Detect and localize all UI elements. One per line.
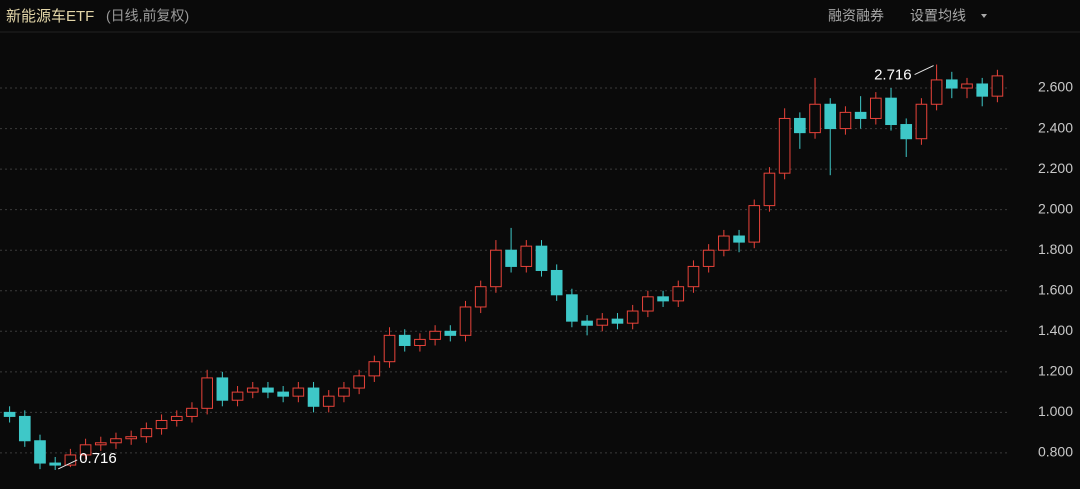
candle-body — [398, 334, 411, 346]
y-tick-label: 2.000 — [1038, 200, 1073, 216]
candle-body — [34, 440, 46, 464]
min-annotation: 0.716 — [79, 450, 117, 467]
dropdown-arrow[interactable] — [981, 14, 987, 18]
y-tick-label: 0.800 — [1038, 444, 1073, 460]
candle-body — [763, 172, 776, 207]
candle-body — [915, 103, 928, 140]
y-tick-label: 2.400 — [1038, 119, 1073, 135]
button[interactable]: 设置均线 — [910, 8, 966, 24]
candle-body — [991, 75, 1004, 97]
candle-body — [642, 296, 654, 312]
candle-body — [566, 294, 578, 322]
candle-body — [338, 387, 350, 397]
candle-body — [809, 103, 821, 134]
candle-body — [626, 310, 639, 324]
candle-body — [900, 124, 913, 140]
candle-body — [550, 269, 563, 296]
candle-body — [490, 249, 502, 288]
candle-body — [110, 438, 122, 444]
candle-body — [3, 411, 16, 417]
candle-body — [368, 361, 381, 377]
button[interactable]: 融资融券 — [828, 8, 884, 24]
candle-body — [824, 103, 837, 130]
candle-body — [976, 83, 989, 97]
candle-body — [839, 111, 852, 130]
y-tick-label: 2.600 — [1038, 79, 1073, 95]
candle-body — [170, 415, 183, 421]
candle-body — [748, 205, 761, 243]
candle-body — [155, 419, 168, 430]
y-tick-label: 1.000 — [1038, 403, 1073, 419]
candle-body — [18, 415, 31, 442]
candle-body — [657, 296, 669, 302]
annotation-arrow — [57, 459, 78, 470]
candle-body — [444, 330, 457, 336]
candle-body — [246, 387, 259, 393]
y-tick-label: 2.200 — [1038, 160, 1073, 176]
candle-body — [611, 318, 624, 324]
candle-body — [733, 235, 745, 243]
candle-body — [79, 444, 92, 456]
candle-body — [49, 462, 62, 466]
candle-body — [520, 245, 533, 267]
candle-body — [854, 111, 867, 119]
candle-body — [125, 436, 137, 440]
candle-body — [353, 375, 365, 389]
candle-body — [322, 395, 335, 407]
candle-body — [429, 330, 441, 340]
annotation-arrow — [914, 65, 934, 75]
candle-body — [778, 117, 791, 174]
candle-body — [231, 391, 244, 401]
max-annotation: 2.716 — [874, 66, 912, 83]
candle-body — [277, 391, 289, 397]
chart-subtitle: (日线,前复权) — [106, 8, 189, 24]
candle-body — [505, 249, 517, 267]
candle-body — [596, 318, 609, 326]
candle-body — [718, 235, 730, 251]
candle-body — [535, 245, 548, 271]
candle-body — [140, 428, 153, 438]
candle-body — [870, 97, 882, 119]
candle-body — [581, 320, 593, 326]
candle-body — [885, 97, 897, 126]
y-tick-label: 1.200 — [1038, 363, 1073, 379]
chart-title: 新能源车ETF — [6, 8, 94, 25]
candle-body — [945, 79, 958, 89]
candle-body — [794, 117, 806, 134]
y-tick-label: 1.800 — [1038, 241, 1073, 257]
candle-body — [930, 79, 943, 105]
candle-body — [94, 442, 107, 446]
candle-body — [474, 286, 487, 308]
y-tick-label: 1.400 — [1038, 322, 1073, 338]
candle-body — [64, 454, 77, 466]
candle-body — [186, 407, 198, 417]
candle-body — [961, 83, 973, 89]
candle-body — [687, 265, 700, 288]
candle-body — [672, 286, 685, 302]
candle-body — [414, 338, 426, 346]
candle-body — [383, 334, 396, 363]
y-tick-label: 1.600 — [1038, 281, 1073, 297]
candle-body — [702, 249, 715, 267]
candle-body — [292, 387, 305, 397]
candle-body — [307, 387, 320, 407]
candle-body — [216, 377, 229, 401]
candle-body — [201, 377, 213, 409]
candle-body — [262, 387, 274, 393]
candle-body — [459, 306, 472, 336]
